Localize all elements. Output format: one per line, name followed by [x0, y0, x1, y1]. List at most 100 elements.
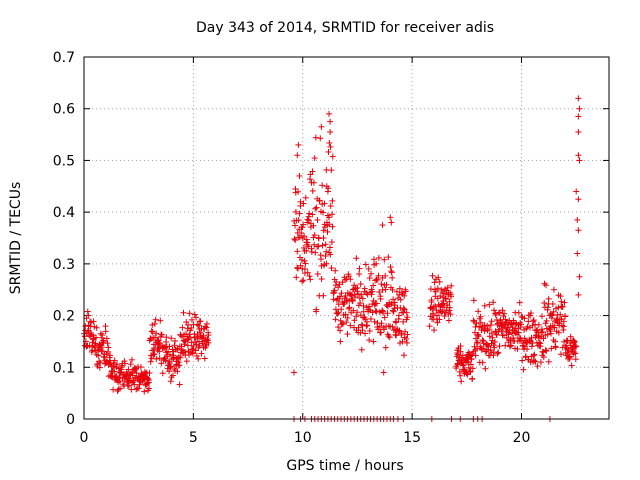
data-point [349, 286, 356, 293]
data-point [365, 265, 372, 272]
data-point [401, 306, 408, 313]
data-point [324, 188, 331, 195]
data-point [376, 323, 383, 330]
data-point [133, 386, 140, 393]
data-point [92, 340, 99, 347]
data-point [166, 343, 173, 350]
data-point [137, 364, 144, 371]
data-point [521, 315, 528, 322]
data-point [496, 343, 503, 350]
data-point [441, 313, 448, 320]
data-point [458, 378, 465, 385]
data-point [387, 264, 394, 271]
data-point [305, 243, 312, 250]
data-point [362, 330, 369, 337]
data-point [542, 347, 549, 354]
data-point [114, 387, 121, 394]
data-point [538, 313, 545, 320]
data-point [389, 323, 396, 330]
data-point [376, 288, 383, 295]
data-point [543, 282, 550, 289]
data-point [294, 248, 301, 255]
data-point [487, 322, 494, 329]
data-point [428, 297, 435, 304]
data-point [295, 188, 302, 195]
data-point [487, 347, 494, 354]
data-point [292, 237, 299, 244]
data-point [312, 249, 319, 256]
data-point [332, 306, 339, 313]
data-point [375, 272, 382, 279]
data-point [544, 304, 551, 311]
data-point [502, 342, 509, 349]
data-point [445, 317, 452, 324]
data-point [400, 318, 407, 325]
data-point [515, 309, 522, 316]
data-point [327, 251, 334, 258]
data-point [521, 335, 528, 342]
data-point [540, 354, 547, 361]
data-point [326, 139, 333, 146]
data-point [296, 172, 303, 179]
data-point [520, 366, 527, 373]
data-point [180, 309, 187, 316]
data-point [81, 333, 88, 340]
data-point [125, 366, 132, 373]
data-point [356, 294, 363, 301]
data-point [105, 344, 112, 351]
data-point [304, 219, 311, 226]
data-point [576, 105, 583, 112]
data-point [510, 335, 517, 342]
data-point [541, 299, 548, 306]
data-point [100, 338, 107, 345]
data-point [437, 293, 444, 300]
data-point [357, 281, 364, 288]
data-point [382, 286, 389, 293]
data-point [358, 346, 365, 353]
data-point [528, 334, 535, 341]
data-point [199, 334, 206, 341]
data-point [163, 334, 170, 341]
data-point [313, 306, 320, 313]
data-point [162, 357, 169, 364]
data-point [84, 308, 91, 315]
data-point [369, 288, 376, 295]
data-point [321, 200, 328, 207]
data-point [428, 304, 435, 311]
data-point [309, 168, 316, 175]
data-point [320, 227, 327, 234]
data-point [110, 386, 117, 393]
data-point [381, 326, 388, 333]
data-point [158, 360, 165, 367]
data-point [519, 357, 526, 364]
data-point [377, 295, 384, 302]
data-point [470, 317, 477, 324]
data-point [103, 335, 110, 342]
data-point [146, 385, 153, 392]
data-point [404, 339, 411, 346]
data-point [111, 357, 118, 364]
data-point [294, 264, 301, 271]
data-point [148, 355, 155, 362]
data-point [567, 333, 574, 340]
data-point [470, 297, 477, 304]
data-point [153, 355, 160, 362]
data-point [571, 349, 578, 356]
data-point [370, 256, 377, 263]
data-point [436, 278, 443, 285]
data-point [540, 335, 547, 342]
data-point [552, 344, 559, 351]
data-point [393, 288, 400, 295]
y-tick-label: 0.5 [53, 153, 75, 169]
x-tick-label: 0 [80, 430, 89, 446]
data-point [192, 347, 199, 354]
y-axis-title: SRMTID / TECUs [8, 182, 24, 295]
data-point [358, 321, 365, 328]
data-point [121, 360, 128, 367]
data-point [371, 318, 378, 325]
data-point [354, 309, 361, 316]
data-point [485, 343, 492, 350]
data-point [338, 321, 345, 328]
data-point [168, 335, 175, 342]
data-point [326, 221, 333, 228]
